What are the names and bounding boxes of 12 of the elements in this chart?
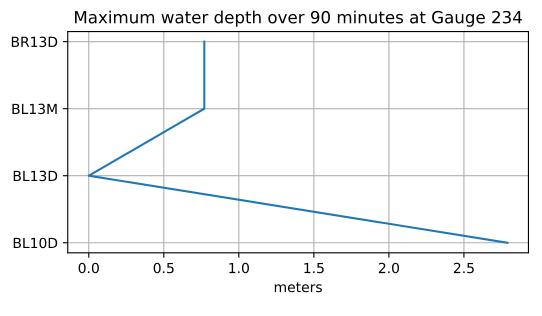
y-tick-label: BL13D [14, 170, 58, 182]
chart-title: Maximum water depth over 90 minutes at Gauge 234 [75, 10, 522, 27]
y-tick-label: BL13M [12, 104, 57, 114]
x-axis-title: meters [274, 282, 322, 292]
x-tick-label: 0.0 [78, 262, 99, 274]
x-tick-label: 1.5 [304, 262, 324, 274]
x-tick-label: 1.0 [229, 262, 249, 274]
x-tick-label: 0.5 [154, 262, 174, 274]
x-tick-label: 2.5 [454, 262, 474, 274]
x-tick-label: 2.0 [378, 262, 400, 274]
y-tick-label: BL10D [14, 238, 58, 248]
y-tick-label: BR13D [12, 36, 58, 48]
